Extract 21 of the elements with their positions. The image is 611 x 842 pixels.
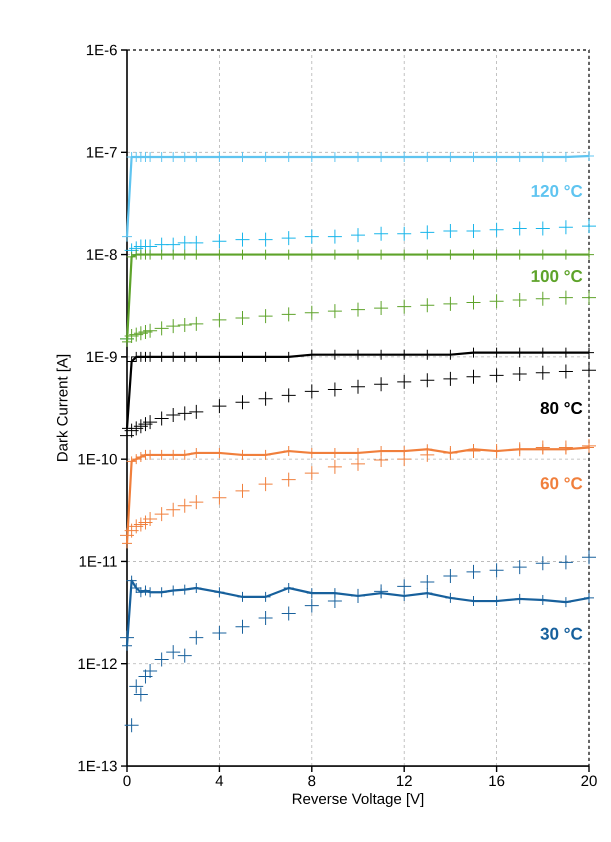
x-tick-label: 4 (216, 776, 224, 786)
y-tick-label: 1E-11 (80, 556, 117, 567)
y-tick-label: 1E-13 (78, 760, 117, 772)
x-tick-label: 16 (489, 776, 504, 786)
series-label: 30 °C (540, 628, 582, 640)
series-label: 100 °C (532, 270, 582, 282)
y-tick-label: 1E-8 (86, 249, 117, 260)
x-tick-label: 20 (581, 776, 597, 786)
y-tick-label: 1E-6 (86, 44, 117, 56)
x-axis-title: Reverse Voltage [V] (292, 793, 424, 808)
x-tick-label: 8 (308, 776, 316, 786)
y-tick-label: 1E-12 (78, 658, 117, 669)
x-tick-label: 12 (397, 776, 412, 786)
y-axis-title: Dark Current [A] (56, 354, 71, 461)
series-label: 60 °C (540, 477, 582, 490)
text: 80 °C (540, 402, 582, 414)
y-tick-label: 1E-9 (86, 352, 117, 362)
y-tick-label: 1E-10 (78, 454, 117, 464)
x-tick-label: 0 (123, 776, 131, 786)
series-label: 120 °C (532, 185, 582, 198)
y-tick-label: 1E-7 (86, 147, 117, 158)
